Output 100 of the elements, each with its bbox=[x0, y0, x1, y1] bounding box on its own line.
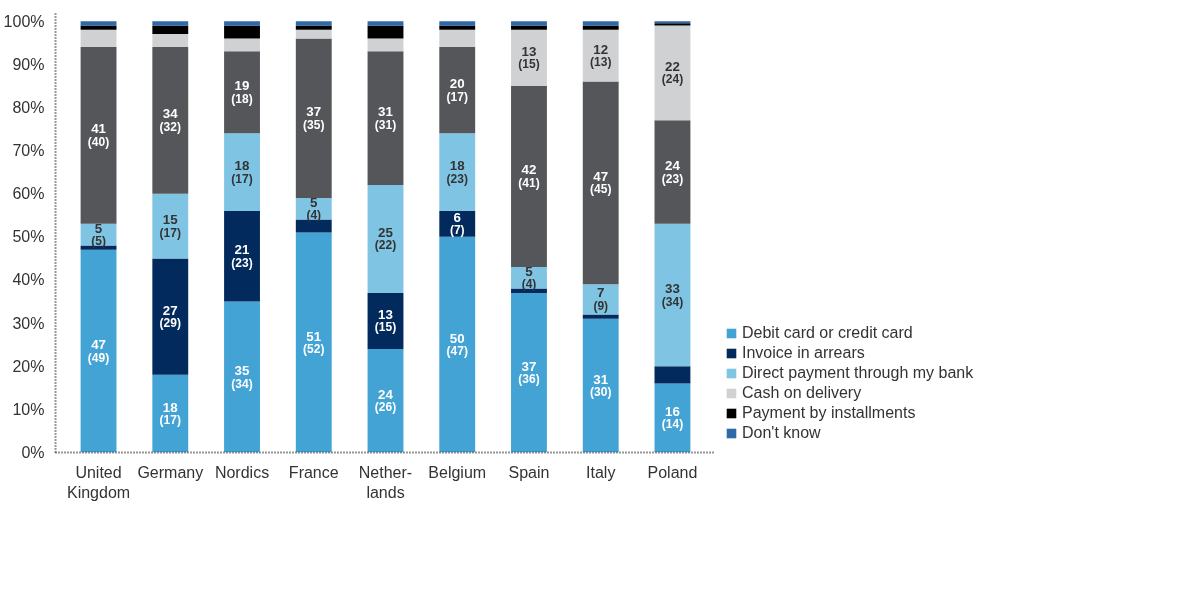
bar bbox=[152, 47, 189, 194]
bar bbox=[152, 374, 189, 453]
bar bbox=[80, 21, 117, 26]
bar bbox=[367, 21, 404, 26]
bar bbox=[654, 25, 691, 121]
bar bbox=[152, 258, 189, 375]
bar bbox=[80, 25, 117, 30]
legend-label: Don't know bbox=[742, 424, 821, 442]
x-tick-label: United Kingdom bbox=[66, 463, 131, 501]
bar bbox=[511, 25, 547, 30]
data-label: 31 (30) bbox=[590, 371, 612, 400]
bar bbox=[295, 29, 332, 39]
bar bbox=[152, 21, 189, 26]
x-tick-label: Poland bbox=[647, 463, 698, 481]
bar bbox=[439, 47, 476, 134]
bar bbox=[224, 25, 260, 39]
bar bbox=[224, 38, 260, 52]
bar bbox=[80, 29, 117, 48]
data-label: 13 (15) bbox=[374, 306, 397, 335]
y-tick-label: 60% bbox=[12, 185, 45, 203]
data-label: 18 (23) bbox=[446, 158, 468, 186]
data-label: 21 (23) bbox=[231, 242, 253, 270]
data-label: 35 (34) bbox=[231, 363, 253, 391]
bar bbox=[295, 232, 332, 453]
data-label: 20 (17) bbox=[446, 76, 468, 104]
y-tick-label: 50% bbox=[12, 228, 45, 246]
bar bbox=[439, 236, 476, 453]
data-label: 22 (24) bbox=[661, 58, 684, 87]
data-label: 27 (29) bbox=[159, 302, 181, 331]
bar bbox=[224, 301, 260, 453]
data-label: 5 (4) bbox=[521, 263, 537, 292]
data-label: 24 (23) bbox=[661, 158, 684, 186]
x-tick-label: Nether- lands bbox=[358, 463, 413, 501]
bar bbox=[582, 21, 619, 26]
bar bbox=[224, 133, 260, 211]
bar bbox=[80, 249, 117, 453]
bar bbox=[654, 223, 691, 367]
bar bbox=[439, 21, 476, 26]
bar bbox=[224, 21, 260, 26]
bar bbox=[367, 348, 404, 453]
bar bbox=[582, 25, 619, 30]
bar bbox=[152, 193, 189, 259]
data-label: 51 (52) bbox=[303, 328, 325, 356]
bar bbox=[582, 318, 619, 453]
x-tick-label: Nordics bbox=[214, 463, 270, 481]
data-label: 37 (35) bbox=[303, 104, 325, 132]
data-label: 47 (45) bbox=[590, 168, 612, 197]
bar bbox=[582, 81, 619, 285]
bar bbox=[511, 85, 547, 268]
data-label: 18 (17) bbox=[231, 158, 253, 186]
y-tick-label: 80% bbox=[12, 98, 45, 116]
data-label: 5 (5) bbox=[91, 220, 106, 249]
x-tick-label: Germany bbox=[137, 463, 204, 481]
data-label: 15 (17) bbox=[159, 212, 181, 240]
bar bbox=[152, 25, 189, 35]
y-tick-label: 20% bbox=[12, 357, 45, 375]
y-tick-label: 90% bbox=[12, 55, 45, 73]
bar bbox=[367, 185, 404, 293]
x-tick-label: Belgium bbox=[428, 463, 487, 481]
data-label: 47 (49) bbox=[87, 337, 110, 365]
y-tick-label: 40% bbox=[12, 271, 45, 289]
bar bbox=[439, 29, 476, 48]
legend-label: Cash on delivery bbox=[742, 384, 862, 402]
bar bbox=[439, 25, 476, 30]
data-label: 37 (36) bbox=[518, 358, 540, 387]
x-tick-label: Spain bbox=[508, 463, 550, 481]
data-label: 7 (9) bbox=[593, 285, 609, 313]
bar bbox=[582, 314, 619, 319]
data-label: 42 (41) bbox=[518, 162, 540, 190]
legend-label: Invoice in arrears bbox=[742, 344, 865, 362]
bar bbox=[295, 25, 332, 30]
data-label: 6 (7) bbox=[449, 209, 465, 238]
data-label: 34 (32) bbox=[159, 106, 181, 134]
data-label: 24 (26) bbox=[374, 386, 397, 415]
x-tick-label: Italy bbox=[586, 463, 616, 481]
data-label: 5 (4) bbox=[306, 194, 322, 223]
y-tick-label: 0% bbox=[21, 444, 45, 461]
bar bbox=[367, 51, 404, 186]
y-tick-label: 70% bbox=[12, 142, 45, 160]
legend-label: Direct payment through my bank bbox=[742, 364, 974, 382]
bar bbox=[367, 38, 404, 52]
data-label: 25 (22) bbox=[374, 224, 397, 253]
bar bbox=[224, 51, 260, 134]
data-label: 31 (31) bbox=[374, 104, 397, 132]
data-label: 18 (17) bbox=[159, 399, 181, 428]
data-label: 12 (13) bbox=[590, 41, 612, 70]
bar bbox=[367, 25, 404, 39]
data-label: 19 (18) bbox=[231, 78, 253, 106]
bar bbox=[80, 47, 117, 224]
bar bbox=[511, 292, 547, 453]
bar bbox=[295, 38, 332, 198]
bar bbox=[511, 21, 547, 26]
bar bbox=[295, 21, 332, 26]
x-tick-label: France bbox=[288, 463, 339, 481]
y-tick-label: 10% bbox=[12, 400, 45, 418]
data-label: 33 (34) bbox=[661, 281, 684, 309]
data-label: 13 (15) bbox=[518, 43, 540, 72]
y-tick-label: 30% bbox=[12, 314, 45, 332]
bar bbox=[654, 120, 691, 224]
bar bbox=[654, 366, 691, 384]
